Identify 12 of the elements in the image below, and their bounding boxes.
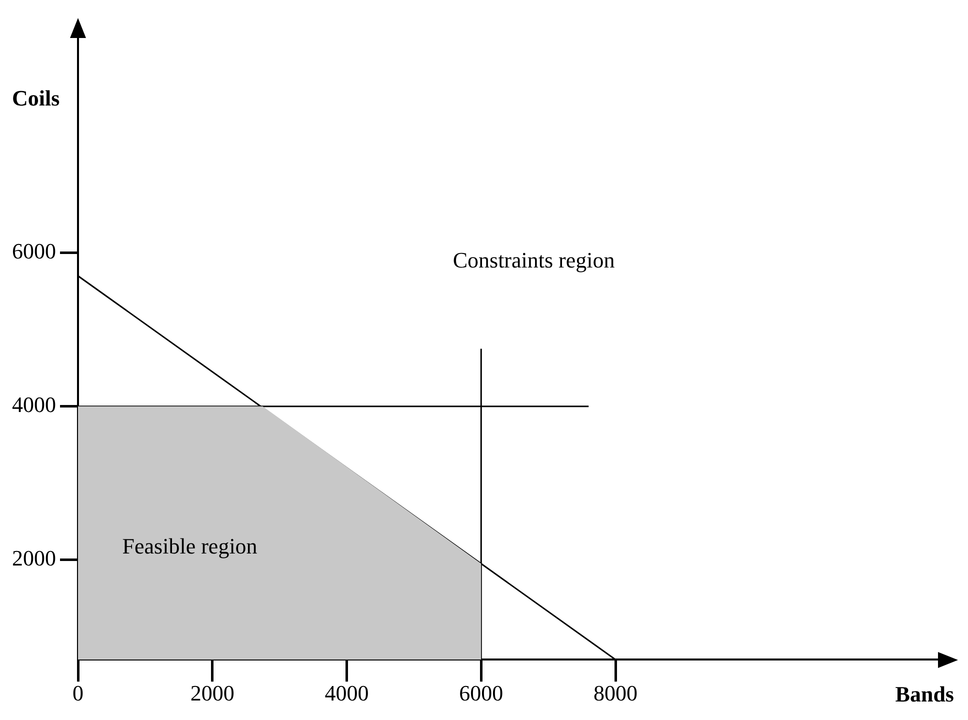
y-tick-label: 6000 <box>12 238 56 264</box>
y-tick-label: 2000 <box>12 546 56 571</box>
y-tick-label: 4000 <box>12 392 56 418</box>
x-axis-title: Bands <box>895 681 954 706</box>
x-tick-label: 8000 <box>594 680 638 706</box>
annotation: Feasible region <box>122 533 258 558</box>
x-tick-label: 4000 <box>324 680 369 706</box>
y-axis-title: Coils <box>12 86 60 111</box>
x-tick-label: 2000 <box>190 680 234 706</box>
x-tick-label: 6000 <box>459 680 504 706</box>
annotation: Constraints region <box>452 248 615 273</box>
x-tick-label: 0 <box>72 680 84 706</box>
